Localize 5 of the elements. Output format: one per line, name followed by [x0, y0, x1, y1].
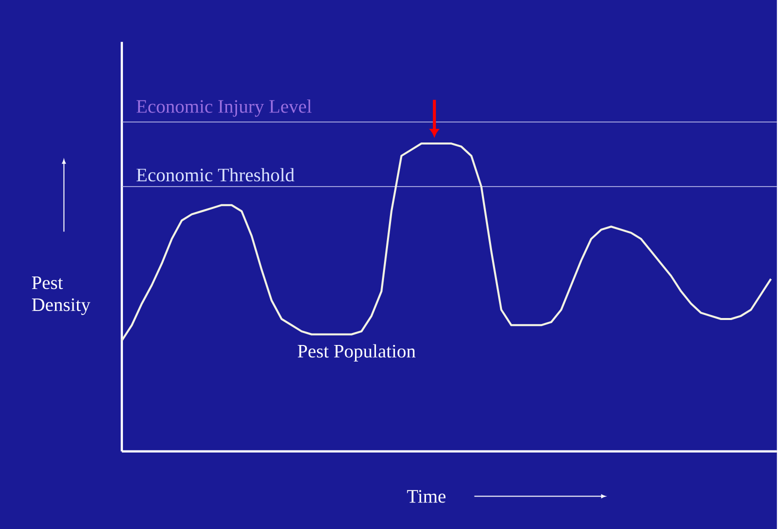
ref-line-label: Economic Injury Level: [136, 99, 312, 117]
ref-line-label: Economic Threshold: [136, 168, 294, 182]
y-axis-title: Pest Density: [32, 276, 90, 315]
x-axis-title: Time: [407, 490, 446, 503]
annotation: Pest Population: [298, 344, 416, 362]
